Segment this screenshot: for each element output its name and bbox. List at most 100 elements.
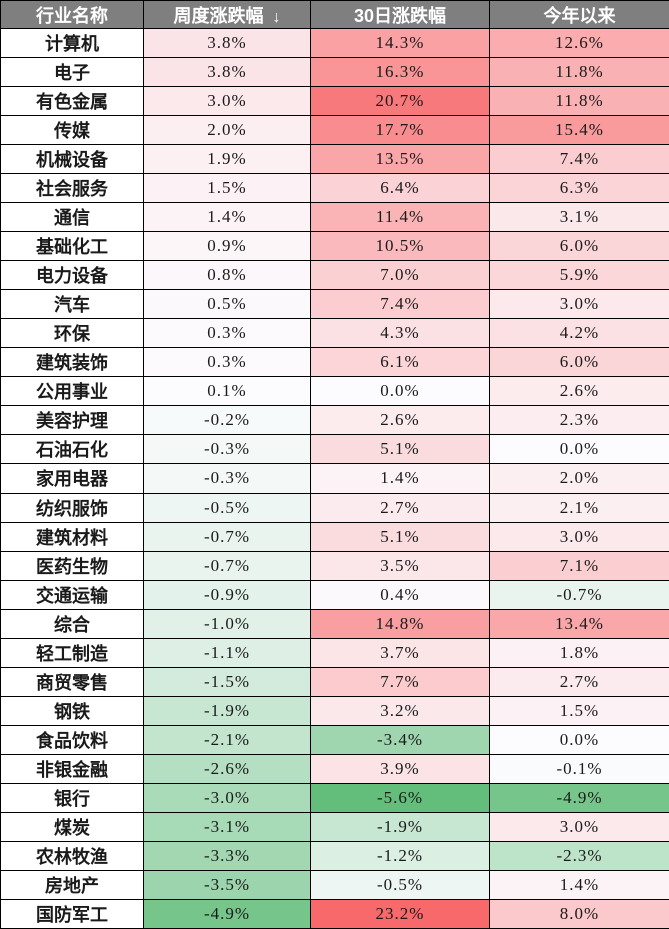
industry-name-cell: 建筑装饰: [0, 347, 144, 378]
ytd-change-cell: 6.3%: [489, 173, 669, 204]
ytd-change-cell: -0.1%: [489, 753, 669, 784]
industry-name-cell: 传媒: [0, 115, 144, 146]
weekly-change-cell: 3.8%: [143, 57, 311, 88]
industry-name-cell: 汽车: [0, 289, 144, 320]
industry-name-cell: 煤炭: [0, 811, 144, 842]
industry-name-cell: 轻工制造: [0, 637, 144, 668]
table-row: 建筑装饰 0.3% 6.1% 6.0%: [0, 347, 669, 378]
ytd-change-cell: 0.0%: [489, 434, 669, 465]
table-row: 汽车 0.5% 7.4% 3.0%: [0, 289, 669, 320]
col-header-industry: 行业名称: [0, 0, 144, 29]
table-row: 公用事业 0.1% 0.0% 2.6%: [0, 376, 669, 407]
monthly-change-cell: -5.6%: [310, 782, 490, 813]
sort-descending-icon: ↓: [272, 8, 281, 26]
header-row: 行业名称 周度涨跌幅 ↓ 30日涨跌幅 今年以来: [0, 0, 669, 29]
table-row: 农林牧渔 -3.3% -1.2% -2.3%: [0, 840, 669, 871]
table-row: 商贸零售 -1.5% 7.7% 2.7%: [0, 666, 669, 697]
monthly-change-cell: 20.7%: [310, 86, 490, 117]
table-row: 通信 1.4% 11.4% 3.1%: [0, 202, 669, 233]
monthly-change-cell: 7.0%: [310, 260, 490, 291]
weekly-change-cell: -0.5%: [143, 492, 311, 523]
industry-name-cell: 纺织服饰: [0, 492, 144, 523]
weekly-change-cell: -4.9%: [143, 898, 311, 929]
monthly-change-cell: 3.5%: [310, 550, 490, 581]
table-row: 银行 -3.0% -5.6% -4.9%: [0, 782, 669, 813]
weekly-change-cell: 0.3%: [143, 347, 311, 378]
monthly-change-cell: 4.3%: [310, 318, 490, 349]
weekly-change-cell: 1.4%: [143, 202, 311, 233]
monthly-change-cell: 7.4%: [310, 289, 490, 320]
ytd-change-cell: 13.4%: [489, 608, 669, 639]
monthly-change-cell: 14.8%: [310, 608, 490, 639]
monthly-change-cell: -3.4%: [310, 724, 490, 755]
ytd-change-cell: 5.9%: [489, 260, 669, 291]
industry-name-cell: 银行: [0, 782, 144, 813]
monthly-change-cell: 23.2%: [310, 898, 490, 929]
industry-name-cell: 交通运输: [0, 579, 144, 610]
ytd-change-cell: 11.8%: [489, 86, 669, 117]
table-row: 钢铁 -1.9% 3.2% 1.5%: [0, 695, 669, 726]
ytd-change-cell: 3.1%: [489, 202, 669, 233]
table-row: 煤炭 -3.1% -1.9% 3.0%: [0, 811, 669, 842]
industry-name-cell: 钢铁: [0, 695, 144, 726]
table-row: 食品饮料 -2.1% -3.4% 0.0%: [0, 724, 669, 755]
table-row: 美容护理 -0.2% 2.6% 2.3%: [0, 405, 669, 436]
industry-name-cell: 通信: [0, 202, 144, 233]
table-row: 电子 3.8% 16.3% 11.8%: [0, 57, 669, 88]
industry-name-cell: 计算机: [0, 27, 144, 59]
monthly-change-cell: 16.3%: [310, 57, 490, 88]
monthly-change-cell: 0.0%: [310, 376, 490, 407]
ytd-change-cell: 1.4%: [489, 869, 669, 900]
ytd-change-cell: 12.6%: [489, 27, 669, 59]
weekly-change-cell: -2.1%: [143, 724, 311, 755]
weekly-change-cell: 0.5%: [143, 289, 311, 320]
industry-name-cell: 有色金属: [0, 86, 144, 117]
weekly-change-cell: -1.0%: [143, 608, 311, 639]
industry-name-cell: 电子: [0, 57, 144, 88]
col-header-ytd: 今年以来: [489, 0, 669, 29]
weekly-change-cell: -0.3%: [143, 463, 311, 494]
table-row: 环保 0.3% 4.3% 4.2%: [0, 318, 669, 349]
table-row: 轻工制造 -1.1% 3.7% 1.8%: [0, 637, 669, 668]
monthly-change-cell: 0.4%: [310, 579, 490, 610]
ytd-change-cell: 8.0%: [489, 898, 669, 929]
table-row: 综合 -1.0% 14.8% 13.4%: [0, 608, 669, 639]
industry-name-cell: 机械设备: [0, 144, 144, 175]
industry-name-cell: 建筑材料: [0, 521, 144, 552]
table-row: 纺织服饰 -0.5% 2.7% 2.1%: [0, 492, 669, 523]
col-header-weekly[interactable]: 周度涨跌幅 ↓: [143, 0, 311, 29]
weekly-change-cell: -0.7%: [143, 550, 311, 581]
ytd-change-cell: 3.0%: [489, 521, 669, 552]
ytd-change-cell: 2.0%: [489, 463, 669, 494]
monthly-change-cell: 17.7%: [310, 115, 490, 146]
table-row: 机械设备 1.9% 13.5% 7.4%: [0, 144, 669, 175]
monthly-change-cell: -1.9%: [310, 811, 490, 842]
monthly-change-cell: 5.1%: [310, 521, 490, 552]
industry-name-cell: 电力设备: [0, 260, 144, 291]
ytd-change-cell: 2.3%: [489, 405, 669, 436]
weekly-change-cell: 0.3%: [143, 318, 311, 349]
industry-name-cell: 综合: [0, 608, 144, 639]
weekly-change-cell: 1.9%: [143, 144, 311, 175]
ytd-change-cell: 3.0%: [489, 289, 669, 320]
table-row: 非银金融 -2.6% 3.9% -0.1%: [0, 753, 669, 784]
ytd-change-cell: -0.7%: [489, 579, 669, 610]
table-row: 计算机 3.8% 14.3% 12.6%: [0, 27, 669, 59]
ytd-change-cell: 1.8%: [489, 637, 669, 668]
industry-name-cell: 石油石化: [0, 434, 144, 465]
industry-name-cell: 国防军工: [0, 898, 144, 929]
ytd-change-cell: 2.7%: [489, 666, 669, 697]
weekly-change-cell: -0.3%: [143, 434, 311, 465]
industry-name-cell: 社会服务: [0, 173, 144, 204]
ytd-change-cell: 6.0%: [489, 231, 669, 262]
table-row: 电力设备 0.8% 7.0% 5.9%: [0, 260, 669, 291]
industry-name-cell: 非银金融: [0, 753, 144, 784]
monthly-change-cell: 7.7%: [310, 666, 490, 697]
weekly-change-cell: -3.1%: [143, 811, 311, 842]
ytd-change-cell: 1.5%: [489, 695, 669, 726]
monthly-change-cell: 6.4%: [310, 173, 490, 204]
weekly-change-cell: 0.8%: [143, 260, 311, 291]
ytd-change-cell: 4.2%: [489, 318, 669, 349]
table-row: 传媒 2.0% 17.7% 15.4%: [0, 115, 669, 146]
